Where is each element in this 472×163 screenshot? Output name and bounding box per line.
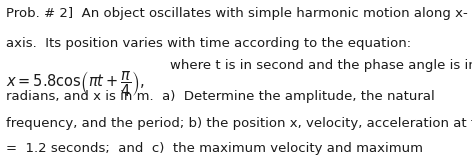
Text: =  1.2 seconds;  and  c)  the maximum velocity and maximum: = 1.2 seconds; and c) the maximum veloci… (6, 142, 423, 155)
Text: Prob. # 2]  An object oscillates with simple harmonic motion along x-: Prob. # 2] An object oscillates with sim… (6, 7, 468, 20)
Text: radians, and x is in m.  a)  Determine the amplitude, the natural: radians, and x is in m. a) Determine the… (6, 90, 435, 103)
Text: axis.  Its position varies with time according to the equation:: axis. Its position varies with time acco… (6, 37, 411, 51)
Text: $x = 5.8\cos\!\left(\pi t+\dfrac{\pi}{4}\right)$,: $x = 5.8\cos\!\left(\pi t+\dfrac{\pi}{4}… (6, 69, 145, 99)
Text: frequency, and the period; b) the position x, velocity, acceleration at t: frequency, and the period; b) the positi… (6, 117, 472, 130)
Text: where t is in second and the phase angle is in: where t is in second and the phase angle… (170, 59, 472, 72)
